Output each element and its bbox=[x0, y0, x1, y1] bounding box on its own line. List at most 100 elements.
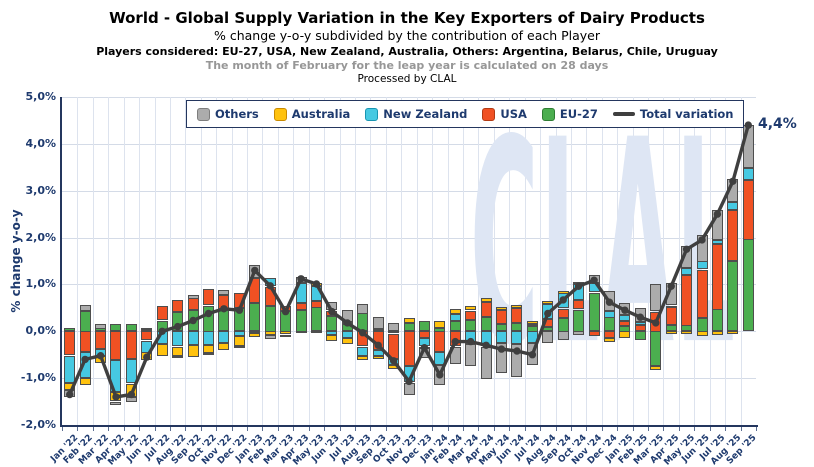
bar-segment-australia bbox=[712, 331, 723, 335]
bar-segment-eu-27 bbox=[280, 311, 291, 332]
bar-segment-usa bbox=[388, 334, 399, 359]
bar-segment-usa bbox=[188, 298, 199, 310]
legend-swatch bbox=[482, 107, 496, 121]
bar-segment-eu-27 bbox=[589, 293, 600, 331]
bar-segment-australia bbox=[727, 331, 738, 334]
bar-segment-usa bbox=[157, 306, 168, 320]
v-gridline bbox=[77, 97, 78, 425]
legend-label: EU-27 bbox=[559, 107, 598, 121]
bar-segment-others bbox=[110, 402, 121, 405]
bar-segment-eu-27 bbox=[650, 331, 661, 366]
bar-segment-new-zealand bbox=[311, 286, 322, 301]
bar-segment-others bbox=[373, 317, 384, 329]
bar-segment-australia bbox=[218, 343, 229, 350]
bar-segment-usa bbox=[64, 331, 75, 355]
bar-segment-usa bbox=[172, 300, 183, 312]
bar-segment-new-zealand bbox=[635, 322, 646, 325]
x-axis-tick bbox=[694, 427, 695, 431]
x-axis-tick bbox=[432, 427, 433, 431]
bar-segment-new-zealand bbox=[404, 366, 415, 382]
bar-segment-eu-27 bbox=[511, 323, 522, 331]
bar-segment-australia bbox=[141, 352, 152, 360]
y-axis-label: 1,0% bbox=[25, 277, 56, 290]
y-axis-title: % change y-o-y bbox=[9, 209, 23, 313]
bar-segment-new-zealand bbox=[589, 283, 600, 292]
x-axis-tick bbox=[155, 427, 156, 431]
h-gridline bbox=[62, 97, 756, 98]
x-axis-tick bbox=[386, 427, 387, 431]
bar-segment-australia bbox=[496, 307, 507, 310]
bar-segment-eu-27 bbox=[326, 316, 337, 331]
bar-segment-eu-27 bbox=[712, 309, 723, 331]
bar-segment-others bbox=[280, 335, 291, 337]
bar-segment-australia bbox=[296, 331, 307, 333]
bar-segment-others bbox=[203, 353, 214, 355]
bar-segment-australia bbox=[64, 383, 75, 390]
bar-segment-eu-27 bbox=[110, 324, 121, 331]
bar-segment-others bbox=[311, 331, 322, 333]
x-axis-tick bbox=[108, 427, 109, 431]
x-axis-tick bbox=[663, 427, 664, 431]
bar-segment-usa bbox=[727, 210, 738, 261]
bar-segment-usa bbox=[141, 331, 152, 340]
bar-segment-australia bbox=[357, 356, 368, 360]
x-axis-tick bbox=[247, 427, 248, 431]
x-axis-tick bbox=[494, 427, 495, 431]
bar-segment-usa bbox=[203, 289, 214, 305]
bar-segment-australia bbox=[95, 356, 106, 363]
bar-segment-australia bbox=[280, 331, 291, 334]
bar-segment-australia bbox=[188, 345, 199, 357]
legend-item-others: Others bbox=[197, 107, 259, 121]
x-axis-tick bbox=[617, 427, 618, 431]
bar-segment-australia bbox=[80, 378, 91, 385]
x-axis-tick bbox=[710, 427, 711, 431]
bar-segment-eu-27 bbox=[188, 310, 199, 331]
bar-segment-australia bbox=[388, 365, 399, 369]
bar-segment-australia bbox=[172, 347, 183, 356]
bar-segment-usa bbox=[496, 310, 507, 324]
bar-segment-eu-27 bbox=[218, 309, 229, 331]
v-gridline bbox=[247, 97, 248, 425]
bar-segment-new-zealand bbox=[80, 352, 91, 378]
x-axis-tick bbox=[124, 427, 125, 431]
x-axis-tick bbox=[756, 427, 757, 431]
bar-segment-australia bbox=[110, 392, 121, 401]
bar-segment-usa bbox=[465, 311, 476, 320]
bar-segment-others bbox=[326, 302, 337, 310]
bar-segment-usa bbox=[80, 331, 91, 352]
y-axis-label: -2,0% bbox=[20, 418, 56, 431]
legend-item-usa: USA bbox=[482, 107, 527, 121]
bar-segment-usa bbox=[635, 325, 646, 331]
bar-segment-usa bbox=[619, 321, 630, 326]
x-axis-tick bbox=[571, 427, 572, 431]
bar-segment-others bbox=[296, 277, 307, 283]
bar-segment-australia bbox=[481, 298, 492, 302]
bar-segment-eu-27 bbox=[249, 303, 260, 331]
v-gridline bbox=[370, 97, 371, 425]
v-gridline bbox=[463, 97, 464, 425]
x-axis-tick bbox=[62, 427, 63, 431]
x-axis-tick bbox=[509, 427, 510, 431]
bar-segment-eu-27 bbox=[573, 310, 584, 332]
y-axis-label: 5,0% bbox=[25, 90, 56, 103]
x-axis-tick bbox=[556, 427, 557, 431]
bar-segment-others bbox=[496, 343, 507, 373]
bar-segment-others bbox=[712, 210, 723, 240]
bar-segment-others bbox=[388, 323, 399, 331]
bar-segment-new-zealand bbox=[712, 240, 723, 244]
bar-segment-australia bbox=[342, 338, 353, 344]
v-gridline bbox=[340, 97, 341, 425]
bar-segment-new-zealand bbox=[95, 349, 106, 356]
x-axis-tick bbox=[170, 427, 171, 431]
bar-segment-others bbox=[697, 235, 708, 262]
v-gridline bbox=[201, 97, 202, 425]
bar-segment-new-zealand bbox=[110, 360, 121, 392]
bar-segment-eu-27 bbox=[496, 324, 507, 331]
bar-segment-eu-27 bbox=[697, 318, 708, 332]
v-gridline bbox=[262, 97, 263, 425]
bar-segment-australia bbox=[650, 366, 661, 370]
x-axis-tick bbox=[540, 427, 541, 431]
bar-segment-australia bbox=[203, 345, 214, 353]
bar-segment-new-zealand bbox=[727, 202, 738, 210]
